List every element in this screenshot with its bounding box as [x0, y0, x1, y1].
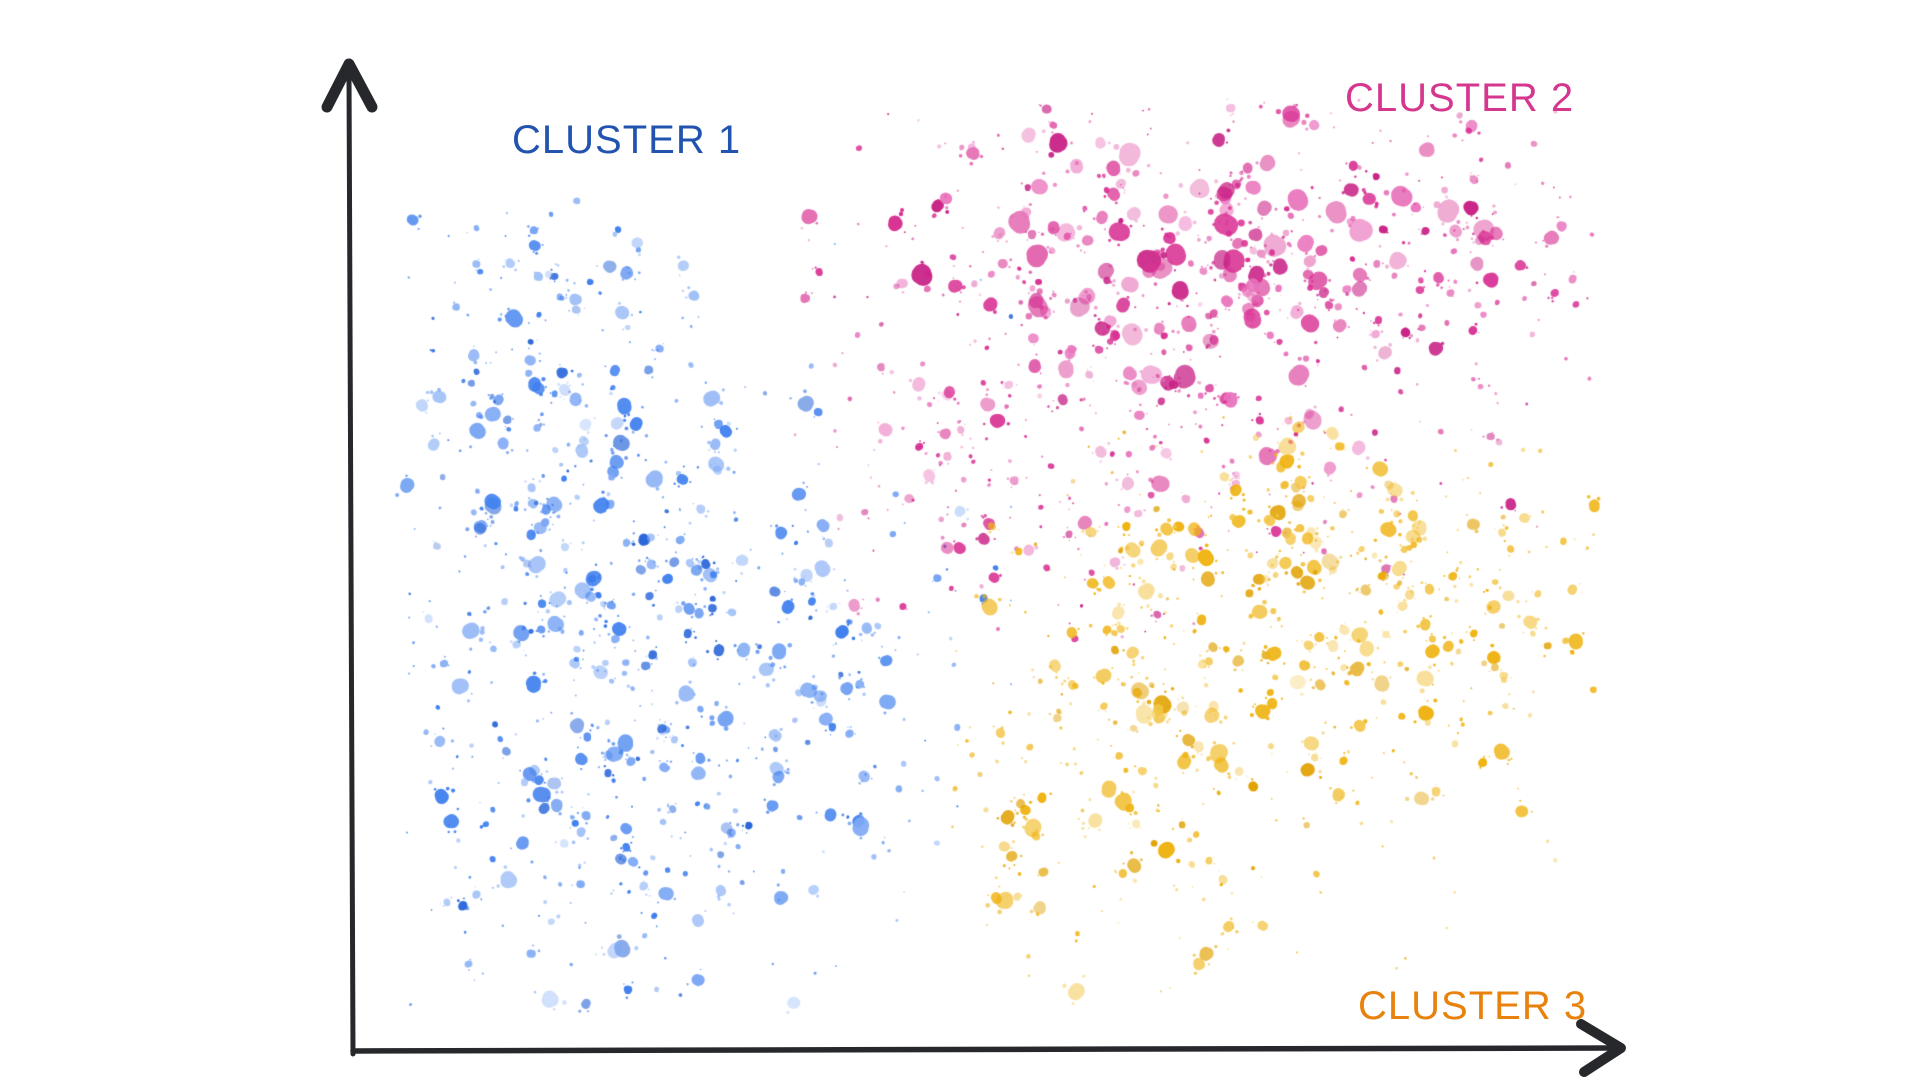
- cluster-2-label: CLUSTER 2: [1345, 76, 1575, 120]
- x-axis-arrow-icon: [1576, 1019, 1626, 1077]
- cluster-1-label: CLUSTER 1: [512, 118, 742, 162]
- x-axis-line: [350, 1045, 1615, 1054]
- cluster-3-label: CLUSTER 3: [1358, 984, 1588, 1028]
- y-axis-arrow-icon: [321, 58, 378, 113]
- y-axis-line: [346, 71, 356, 1057]
